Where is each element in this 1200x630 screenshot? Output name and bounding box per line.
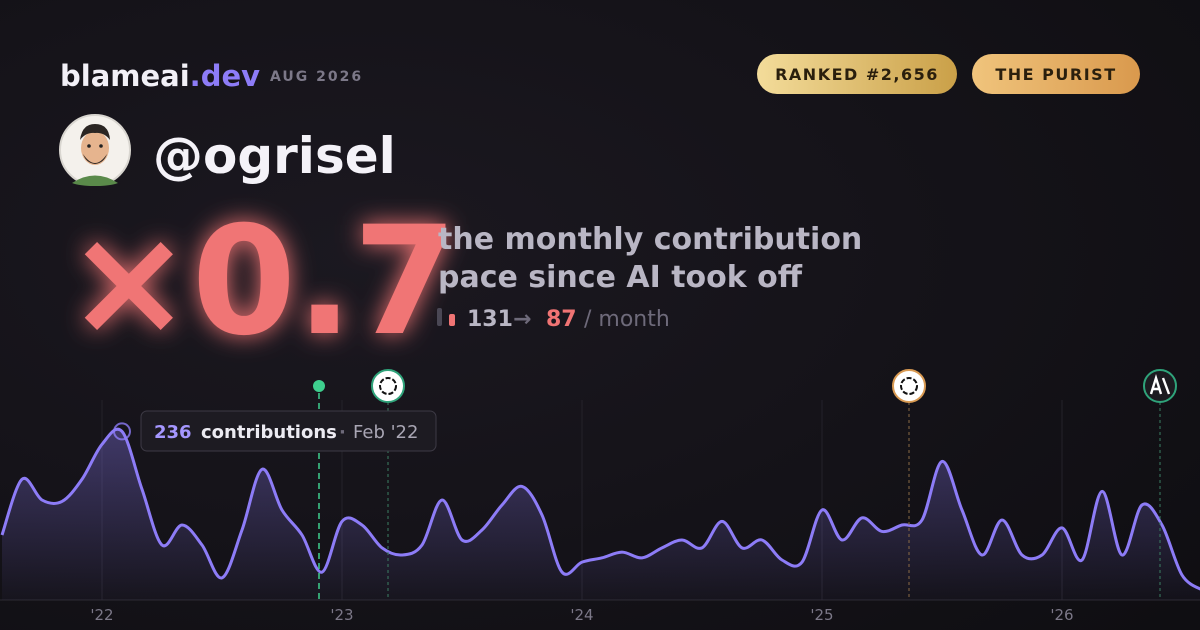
pace-unit: / month xyxy=(584,307,670,332)
event-icon xyxy=(371,369,405,403)
event-icon xyxy=(1149,373,1171,395)
persona-text: THE PURIST xyxy=(995,65,1116,84)
pace-icon xyxy=(437,308,442,326)
avatar xyxy=(59,114,131,186)
chart: '22 '23 '24 '25 '26 xyxy=(0,400,1200,624)
events xyxy=(313,369,1177,600)
peak-marker xyxy=(113,422,131,441)
pace-before: 131 xyxy=(467,307,513,332)
description: the monthly contribution xyxy=(438,222,862,257)
event-icon xyxy=(1143,369,1177,403)
pace-arrow: → xyxy=(513,307,531,332)
persona-badge xyxy=(972,54,1140,94)
x-tick-label: '25 xyxy=(810,606,833,624)
handle: @ogrisel xyxy=(153,127,396,185)
tooltip-box xyxy=(140,410,437,452)
x-tick-label: '22 xyxy=(90,606,113,624)
event-dot xyxy=(313,380,325,392)
tooltip-separator: · xyxy=(339,422,346,443)
brand-suffix: .dev xyxy=(190,59,260,93)
brand: blameai.dev xyxy=(60,59,260,93)
rank-badge xyxy=(757,54,957,94)
brand-name: blameai xyxy=(60,59,190,93)
tooltip: 236 contributions · Feb '22 xyxy=(140,410,437,452)
event-icon xyxy=(379,377,397,395)
tooltip-label: contributions xyxy=(201,422,337,443)
area xyxy=(2,429,1200,600)
x-tick-label: '24 xyxy=(570,606,593,624)
tooltip-date: Feb '22 xyxy=(353,422,418,443)
multiplier: ×0.7 xyxy=(66,195,457,369)
event-icon xyxy=(900,377,918,395)
description: pace since AI took off xyxy=(438,260,803,295)
line xyxy=(0,427,1200,591)
pace-after: 87 xyxy=(546,307,577,332)
x-tick-label: '26 xyxy=(1050,606,1073,624)
x-tick-label: '23 xyxy=(330,606,353,624)
event-icon xyxy=(892,369,926,403)
pace-icon xyxy=(449,314,455,326)
report-date: AUG 2026 xyxy=(270,69,363,85)
tooltip-value: 236 xyxy=(154,422,192,443)
rank-text: RANKED #2,656 xyxy=(775,65,939,84)
